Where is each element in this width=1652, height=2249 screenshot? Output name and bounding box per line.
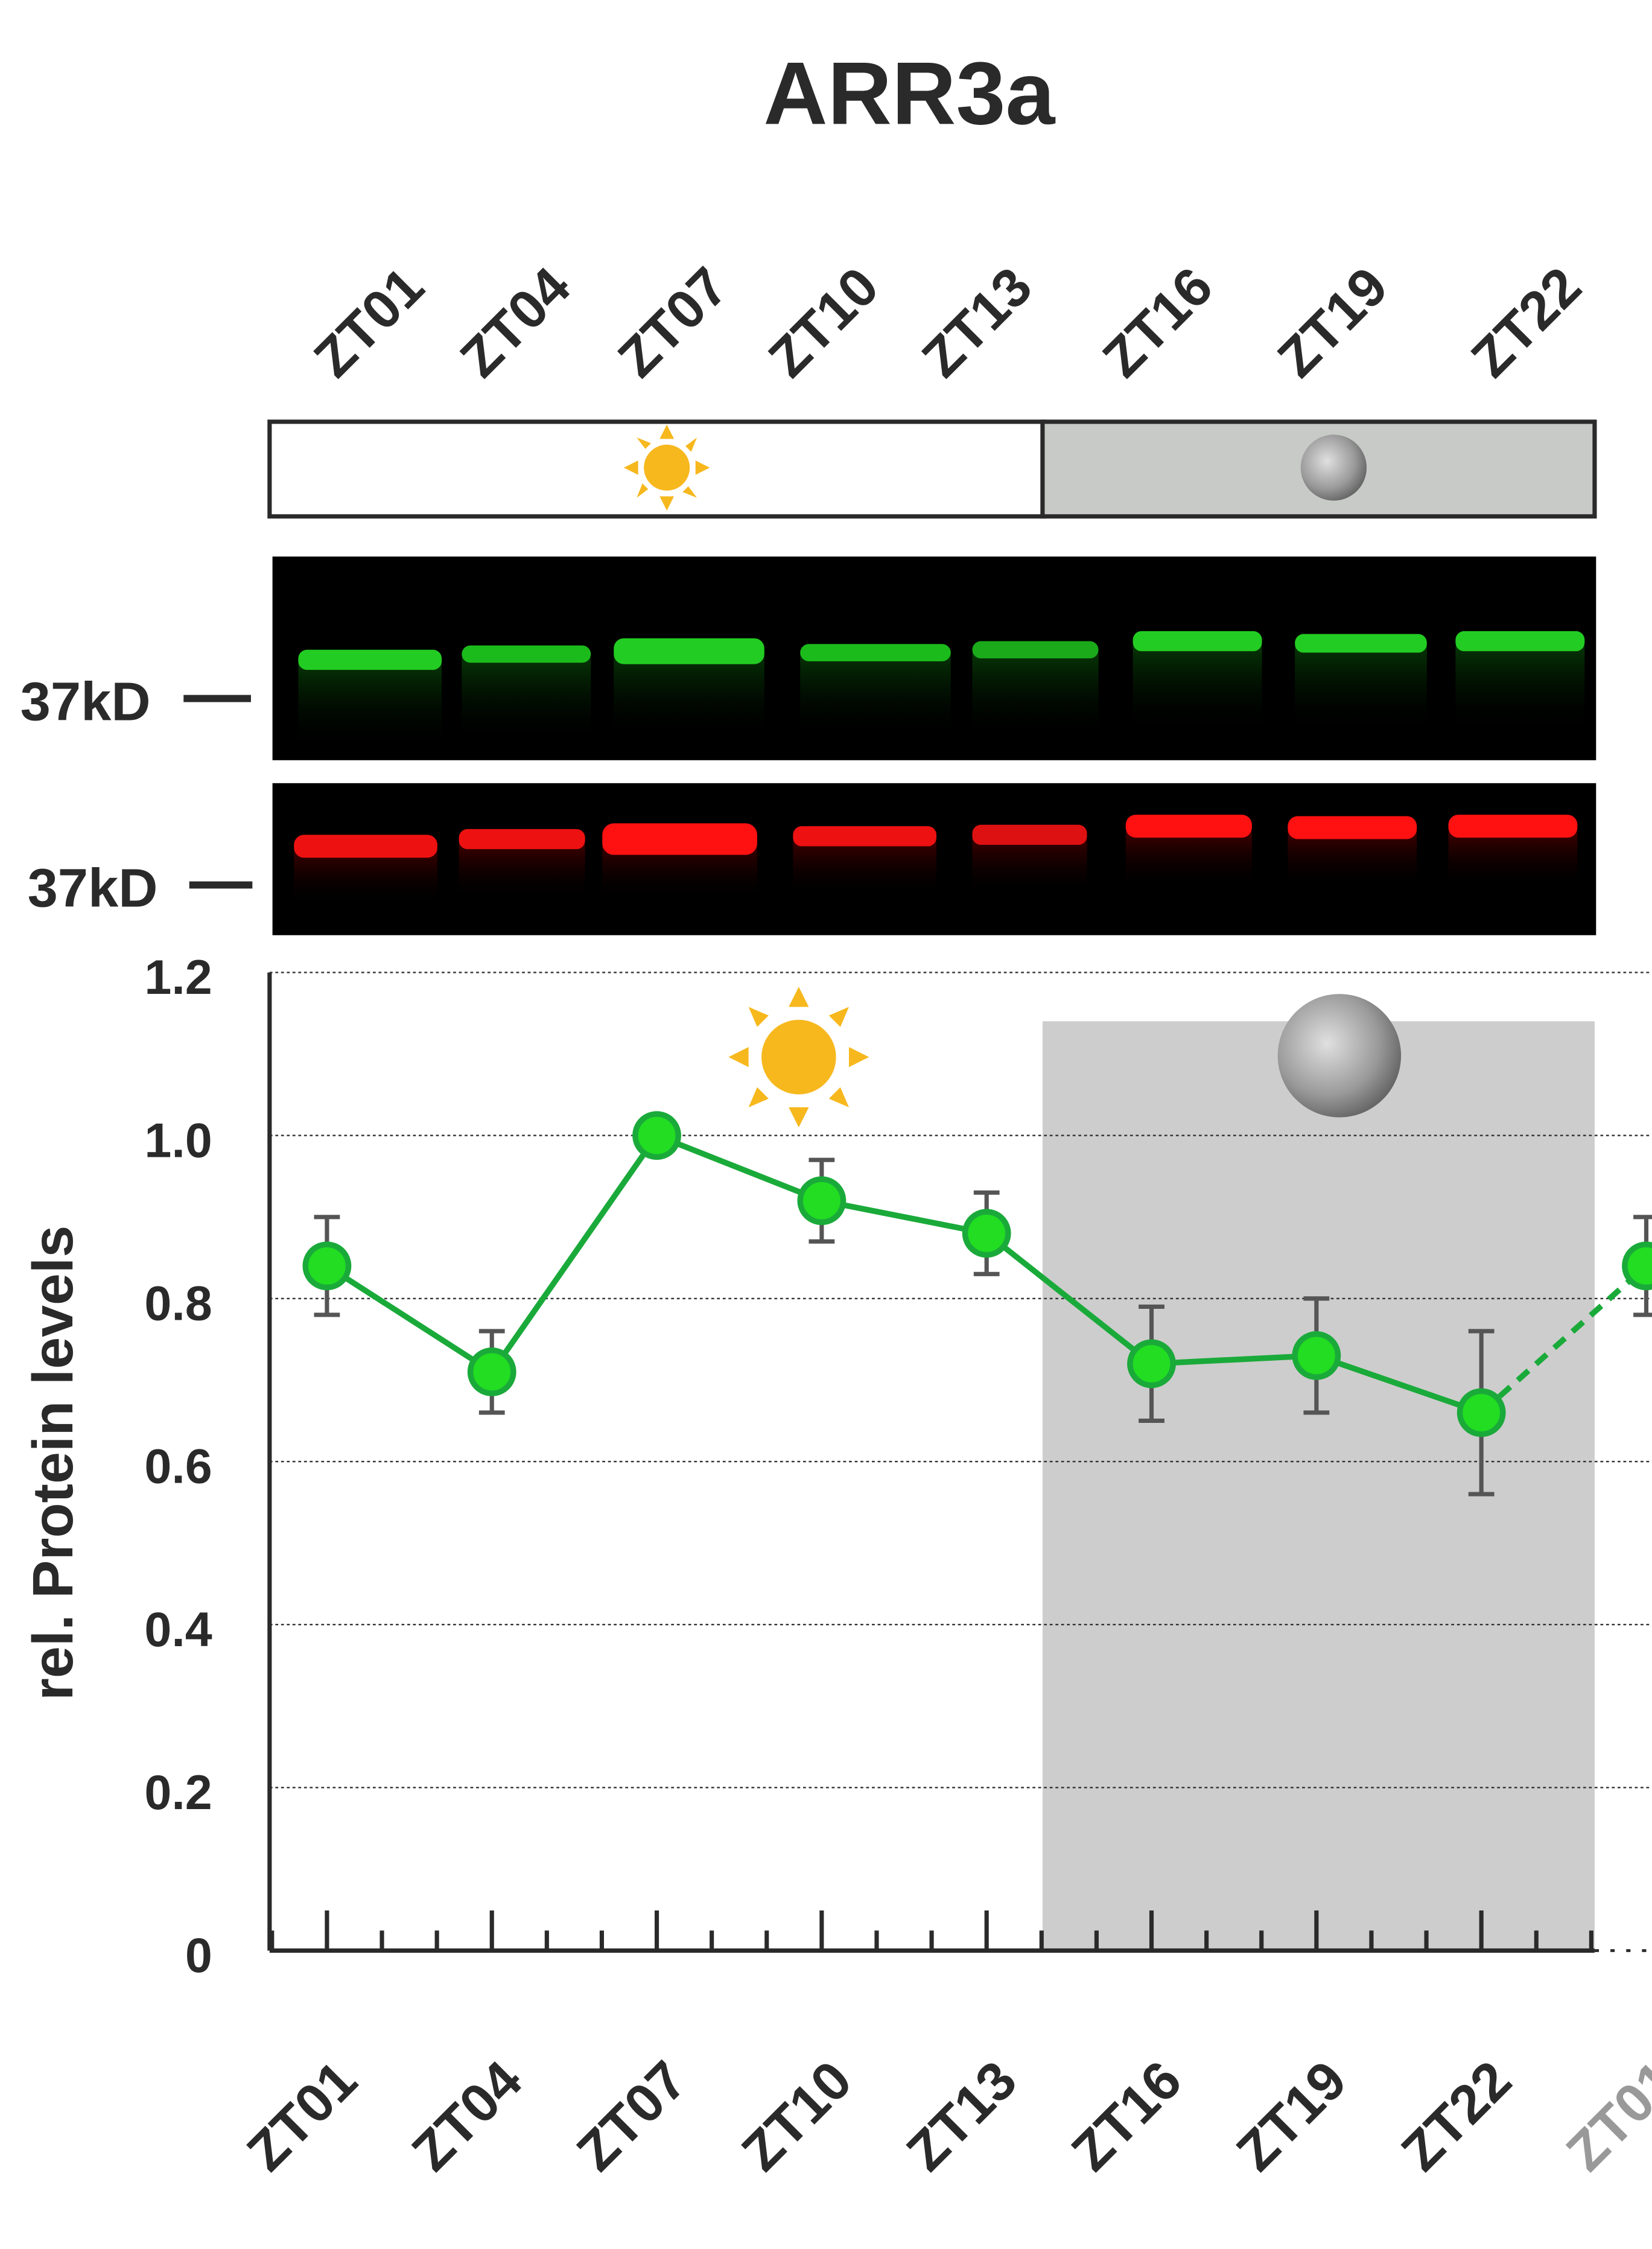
point	[1622, 1241, 1652, 1291]
x-tick-label: ZT13	[895, 2049, 1028, 2182]
lane-label: ZT13	[910, 256, 1043, 389]
chart-title: ARR3a	[763, 44, 1055, 143]
point	[962, 1209, 1011, 1258]
lane-label: ZT07	[606, 256, 739, 389]
night-shading	[1042, 1021, 1595, 1951]
point	[797, 1176, 847, 1226]
sun-icon-small	[623, 424, 710, 511]
y-tick-label: 0.6	[144, 1440, 212, 1494]
x-tick-label: ZT19	[1225, 2049, 1358, 2182]
x-tick-label: ZT01	[235, 2049, 368, 2182]
lane-label: ZT10	[757, 256, 890, 389]
y-tick-label: 0.4	[144, 1603, 212, 1657]
y-axis-label: rel. Protein levels	[21, 1226, 85, 1700]
point	[632, 1111, 681, 1160]
lane-label: ZT04	[449, 256, 582, 389]
point	[1457, 1388, 1506, 1437]
y-tick-label: 1.0	[144, 1113, 212, 1168]
y-tick-label: 0.8	[144, 1276, 212, 1331]
red-bands	[294, 815, 1578, 907]
lane-label: ZT16	[1091, 256, 1224, 389]
point	[1127, 1339, 1176, 1389]
x-tick-label: ZT10	[730, 2049, 863, 2182]
lane-label: ZT19	[1266, 256, 1399, 389]
marker-label: 37kD	[28, 857, 158, 918]
x-tick-label: ZT04	[401, 2049, 533, 2182]
point	[302, 1241, 352, 1291]
x-tick-label: ZT01	[1555, 2049, 1652, 2182]
moon-icon-small	[1300, 434, 1367, 501]
y-tick-label: 1.2	[144, 950, 212, 1005]
series-line-repeat	[1479, 1264, 1648, 1415]
green-bands	[298, 631, 1585, 749]
marker-label: 37kD	[21, 671, 151, 732]
point	[1292, 1331, 1341, 1380]
lane-label: ZT22	[1460, 256, 1593, 389]
series-line	[325, 1131, 1482, 1416]
lane-label: ZT01	[302, 256, 435, 389]
x-tick-label: ZT07	[565, 2049, 698, 2182]
y-tick-label: 0	[185, 1929, 212, 1983]
y-tick-label: 0.2	[144, 1766, 212, 1820]
point	[467, 1347, 516, 1396]
moon-icon	[1277, 994, 1402, 1118]
x-tick-label: ZT22	[1390, 2049, 1523, 2182]
x-tick-label: ZT16	[1060, 2049, 1193, 2182]
sun-icon	[728, 987, 869, 1128]
